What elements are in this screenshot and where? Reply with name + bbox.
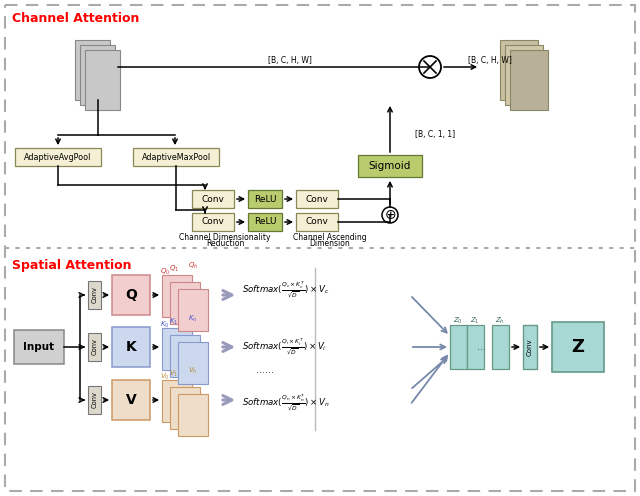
Bar	[192, 213, 234, 231]
Text: Conv: Conv	[305, 218, 328, 227]
Text: $Z_0$: $Z_0$	[453, 316, 463, 326]
Bar	[112, 327, 150, 367]
Bar	[112, 380, 150, 420]
Bar	[248, 213, 282, 231]
Text: Spatial Attention: Spatial Attention	[12, 258, 131, 271]
Bar	[15, 148, 101, 166]
Bar	[505, 45, 543, 105]
Text: $Softmax(\frac{Q_c \times K_c^T}{\sqrt{D}}) \times V_c$: $Softmax(\frac{Q_c \times K_c^T}{\sqrt{D…	[242, 280, 330, 300]
Bar	[85, 50, 120, 110]
Bar	[500, 40, 538, 100]
Bar	[178, 289, 208, 331]
Bar	[88, 333, 101, 361]
Bar	[178, 394, 208, 436]
Text: Channel Ascending: Channel Ascending	[293, 234, 367, 243]
Bar	[178, 342, 208, 384]
Text: $K_0$: $K_0$	[160, 320, 170, 330]
Text: Conv: Conv	[92, 339, 97, 356]
Text: Conv: Conv	[92, 287, 97, 304]
Text: V: V	[125, 393, 136, 407]
Text: $Z_1$: $Z_1$	[470, 316, 480, 326]
Text: Reduction: Reduction	[206, 240, 244, 248]
Text: $K_n$: $K_n$	[188, 314, 198, 324]
Text: Dimension: Dimension	[310, 240, 350, 248]
Text: Conv: Conv	[527, 338, 533, 356]
Bar	[170, 335, 200, 377]
Text: $K_1$: $K_1$	[170, 317, 179, 327]
Text: ......: ......	[256, 365, 274, 375]
Bar	[88, 281, 101, 309]
Bar	[192, 190, 234, 208]
Text: $Q_h$: $Q_h$	[188, 261, 198, 271]
Bar	[296, 190, 338, 208]
Bar	[112, 275, 150, 315]
Text: Conv: Conv	[92, 391, 97, 408]
Bar	[80, 45, 115, 105]
Text: Conv: Conv	[305, 194, 328, 203]
Bar	[133, 148, 219, 166]
Text: $V_h$: $V_h$	[188, 366, 198, 376]
Text: Channel Attention: Channel Attention	[12, 11, 140, 24]
Text: Conv: Conv	[202, 194, 225, 203]
Bar	[492, 325, 509, 369]
Bar	[75, 40, 110, 100]
Bar	[552, 322, 604, 372]
Text: $Softmax(\frac{Q_n \times K_n^T}{\sqrt{D}}) \times V_n$: $Softmax(\frac{Q_n \times K_n^T}{\sqrt{D…	[242, 393, 330, 413]
Text: Sigmoid: Sigmoid	[369, 161, 411, 171]
Bar	[162, 275, 192, 317]
Bar	[162, 328, 192, 370]
Text: Channel Dimensionality: Channel Dimensionality	[179, 234, 271, 243]
Bar	[523, 325, 537, 369]
Bar	[296, 213, 338, 231]
Text: Q: Q	[125, 288, 137, 302]
Text: [B, C, H, W]: [B, C, H, W]	[468, 56, 512, 64]
Text: $V_1$: $V_1$	[170, 369, 179, 379]
Bar	[170, 282, 200, 324]
Text: $Q_1$: $Q_1$	[169, 264, 179, 274]
Text: [B, C, H, W]: [B, C, H, W]	[268, 56, 312, 64]
Text: $Softmax(\frac{Q_i \times K_i^T}{\sqrt{D}}) \times V_i$: $Softmax(\frac{Q_i \times K_i^T}{\sqrt{D…	[242, 337, 326, 357]
Text: AdaptiveAvgPool: AdaptiveAvgPool	[24, 152, 92, 162]
Text: ...: ...	[477, 342, 486, 352]
Text: [B, C, 1, 1]: [B, C, 1, 1]	[415, 130, 455, 139]
Text: Input: Input	[24, 342, 54, 352]
Text: $Q_0$: $Q_0$	[160, 267, 170, 277]
Text: ReLU: ReLU	[253, 218, 276, 227]
Text: $V_0$: $V_0$	[160, 372, 170, 382]
Text: $Z_h$: $Z_h$	[495, 316, 505, 326]
Bar	[162, 380, 192, 422]
Text: AdaptiveMaxPool: AdaptiveMaxPool	[141, 152, 211, 162]
Text: K: K	[125, 340, 136, 354]
Bar	[88, 386, 101, 414]
Text: Z: Z	[572, 338, 584, 356]
Bar	[510, 50, 548, 110]
Bar	[358, 155, 422, 177]
Text: $\oplus$: $\oplus$	[384, 208, 396, 222]
Bar	[248, 190, 282, 208]
Text: Conv: Conv	[202, 218, 225, 227]
Bar	[467, 325, 484, 369]
Bar	[14, 330, 64, 364]
Text: ReLU: ReLU	[253, 194, 276, 203]
Bar	[450, 325, 467, 369]
Bar	[170, 387, 200, 429]
